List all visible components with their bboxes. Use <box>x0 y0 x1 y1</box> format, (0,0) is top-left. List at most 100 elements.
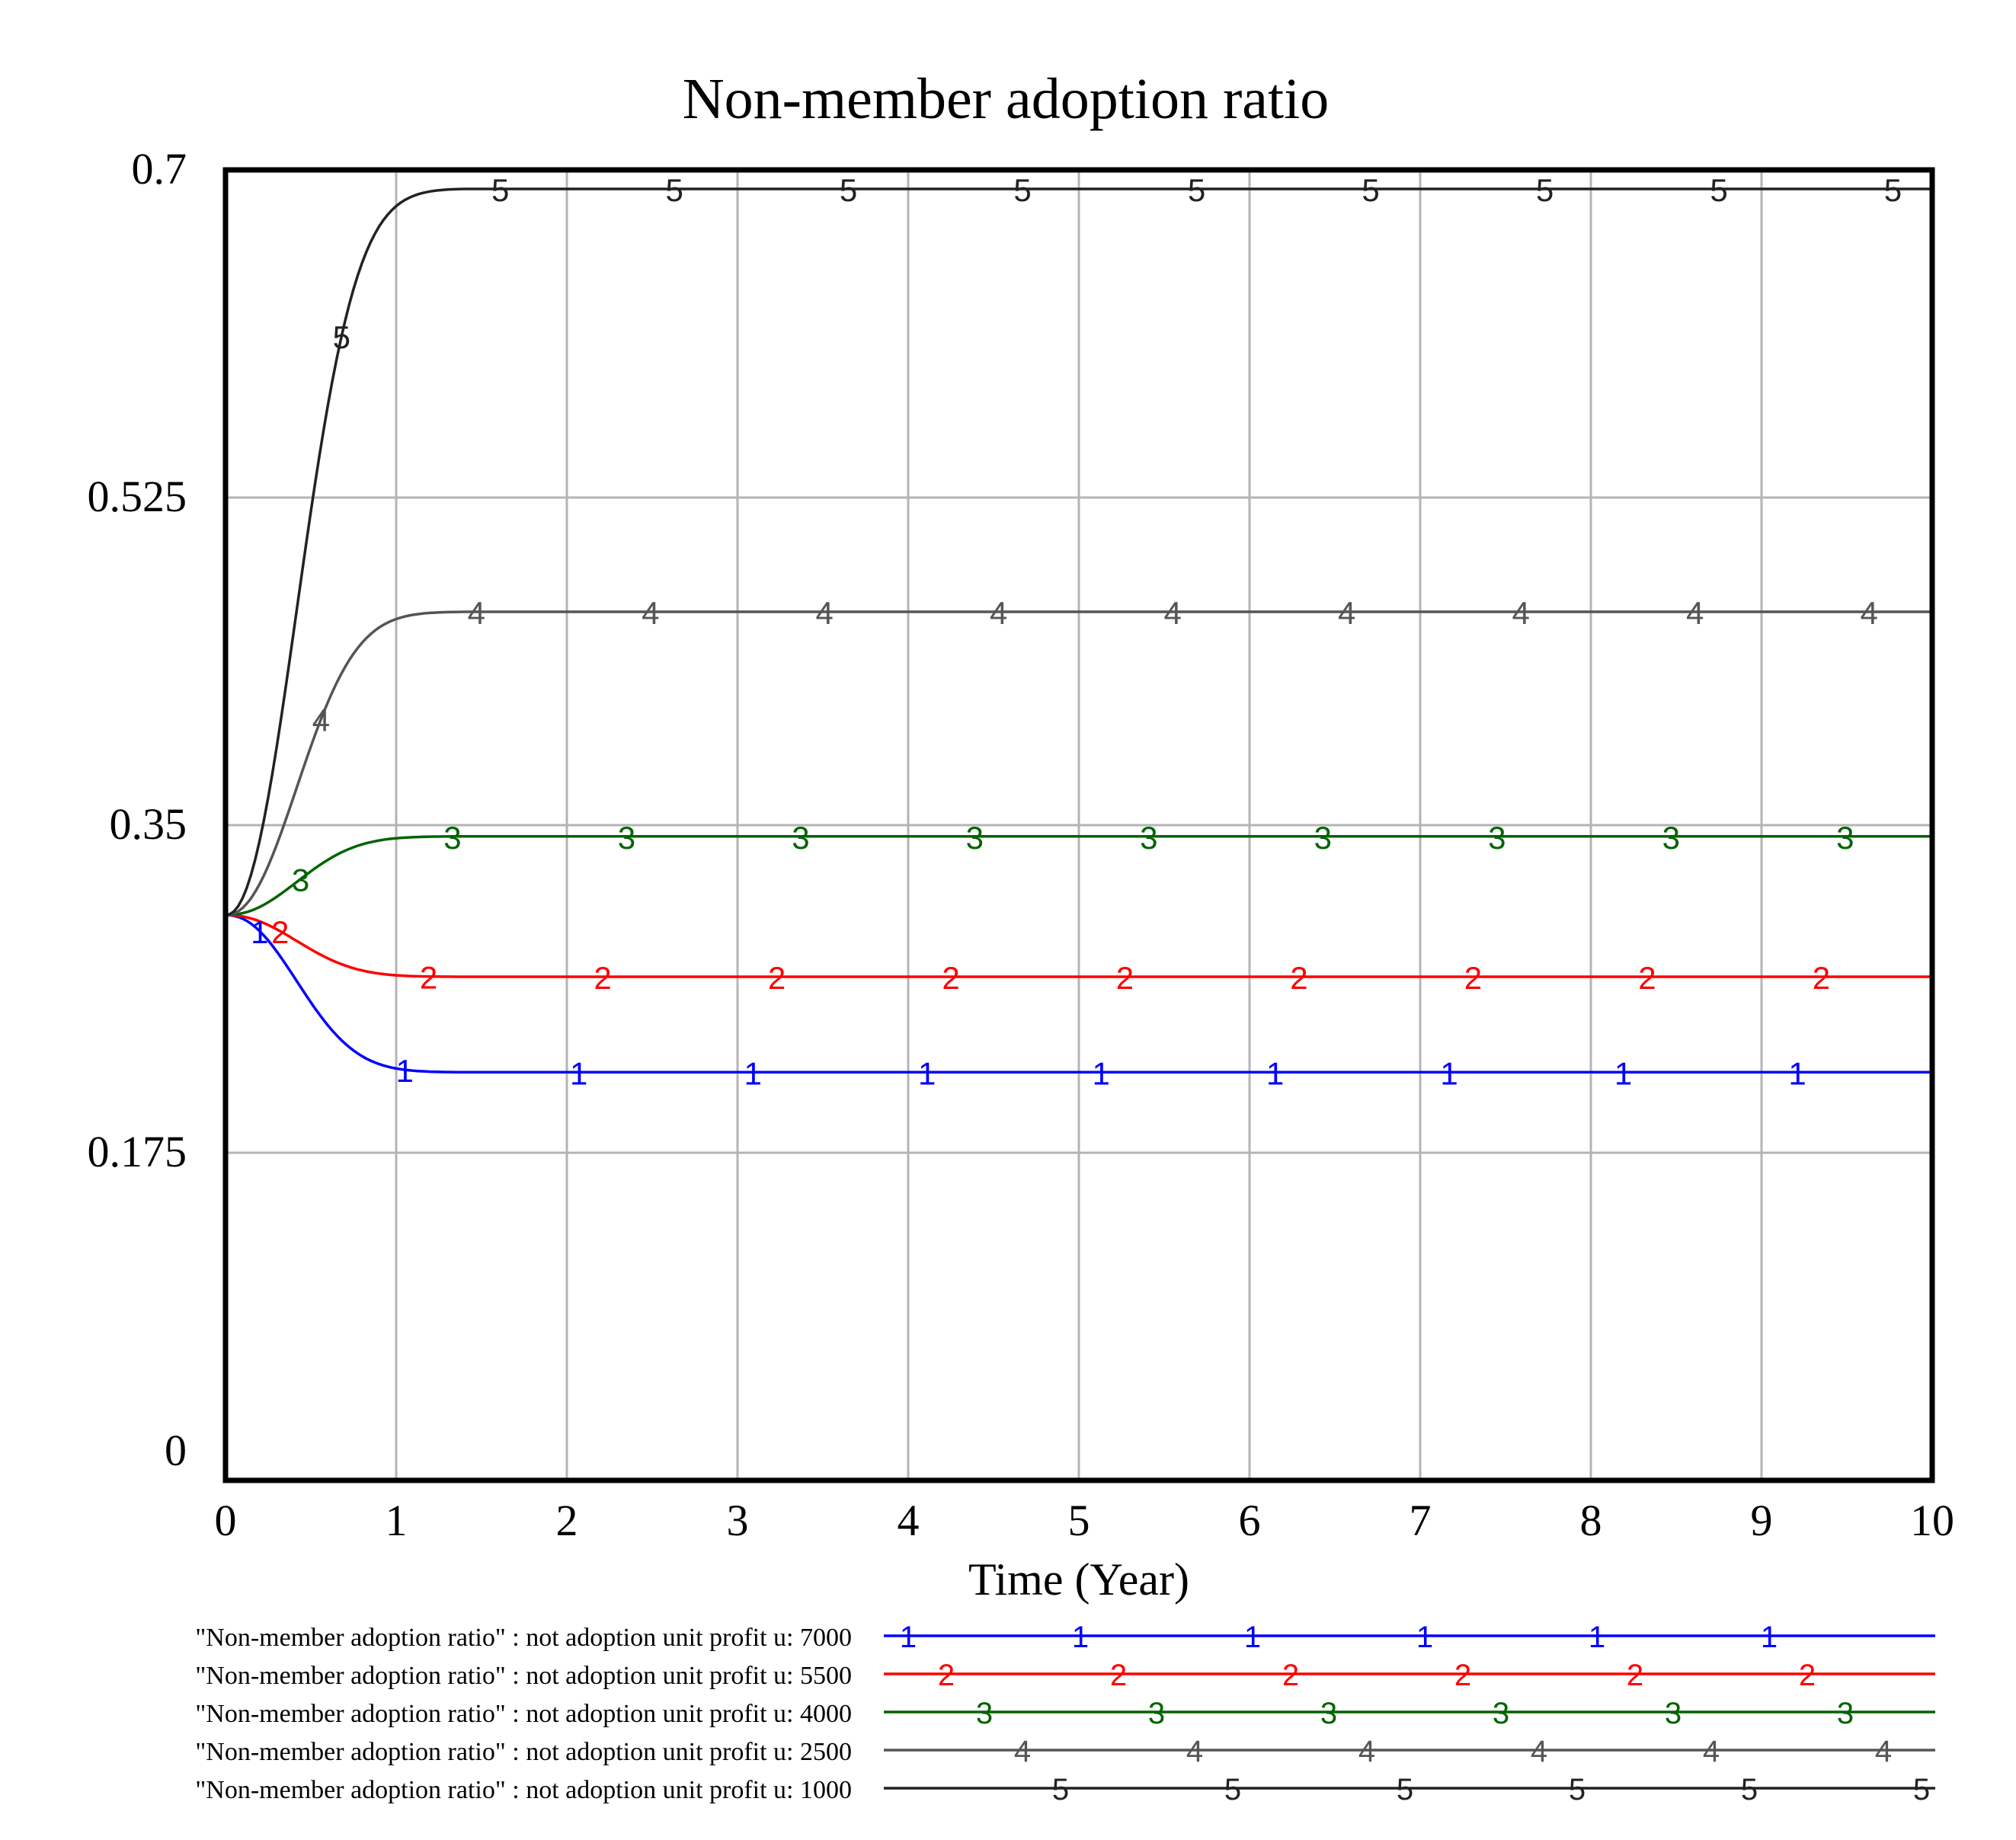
x-tick-label: 6 <box>1239 1496 1261 1545</box>
series-marker-5: 5 <box>1536 172 1554 208</box>
series-marker-5: 5 <box>1884 172 1902 208</box>
legend-marker-4: 4 <box>1875 1735 1892 1768</box>
series-marker-2: 2 <box>768 960 786 996</box>
legend-marker-3: 3 <box>1493 1697 1509 1730</box>
legend-label: "Non-member adoption ratio" : not adopti… <box>195 1700 852 1728</box>
legend-marker-4: 4 <box>1358 1735 1375 1768</box>
x-tick-label: 1 <box>386 1496 408 1545</box>
legend-label: "Non-member adoption ratio" : not adopti… <box>195 1662 852 1690</box>
y-tick-label: 0.7 <box>132 144 187 194</box>
series-marker-3: 3 <box>443 820 461 856</box>
series-line-3 <box>225 835 1932 917</box>
y-tick-label: 0.525 <box>88 472 187 521</box>
series-line-1 <box>225 914 1932 1074</box>
series-line-5 <box>225 187 1932 917</box>
series-marker-4: 4 <box>990 595 1007 631</box>
series-marker-1: 1 <box>1092 1055 1109 1091</box>
series-marker-4: 4 <box>642 595 659 631</box>
legend-marker-4: 4 <box>1014 1735 1031 1768</box>
series-marker-5: 5 <box>1188 172 1205 208</box>
legend-label: "Non-member adoption ratio" : not adopti… <box>195 1738 852 1766</box>
x-tick-label: 4 <box>898 1496 920 1545</box>
x-tick-label: 3 <box>727 1496 749 1545</box>
series-marker-5: 5 <box>665 172 683 208</box>
series-marker-3: 3 <box>1836 820 1854 856</box>
legend-marker-5: 5 <box>1569 1773 1586 1806</box>
series-marker-5: 5 <box>333 319 350 355</box>
series-marker-1: 1 <box>1788 1055 1806 1091</box>
series-marker-4: 4 <box>1164 595 1182 631</box>
series-marker-3: 3 <box>292 862 309 898</box>
series-marker-5: 5 <box>840 172 857 208</box>
legend-marker-4: 4 <box>1703 1735 1720 1768</box>
legend-marker-2: 2 <box>1454 1659 1471 1692</box>
series-marker-2: 2 <box>594 960 611 996</box>
legend-marker-5: 5 <box>1397 1773 1413 1806</box>
series-marker-4: 4 <box>1512 595 1529 631</box>
series-marker-5: 5 <box>1710 172 1727 208</box>
series-marker-3: 3 <box>1314 820 1332 856</box>
series-marker-2: 2 <box>1116 960 1134 996</box>
series-marker-1: 1 <box>1440 1055 1458 1091</box>
series-marker-2: 2 <box>1290 960 1307 996</box>
series-marker-5: 5 <box>1362 172 1379 208</box>
legend-marker-2: 2 <box>1110 1659 1127 1692</box>
y-axis: 0 0.175 0.35 0.525 0.7 <box>88 144 187 1475</box>
legend-marker-1: 1 <box>1244 1621 1261 1654</box>
legend-marker-4: 4 <box>1186 1735 1203 1768</box>
legend-marker-1: 1 <box>1416 1621 1433 1654</box>
legend-marker-1: 1 <box>1589 1621 1605 1654</box>
series-marker-4: 4 <box>1686 595 1704 631</box>
series-marker-5: 5 <box>1013 172 1031 208</box>
x-axis: 0 1 2 3 4 5 6 7 8 9 10 <box>215 1496 1955 1545</box>
series-marker-4: 4 <box>816 595 834 631</box>
legend-marker-3: 3 <box>1320 1697 1337 1730</box>
series-marker-2: 2 <box>420 960 437 996</box>
series-marker-3: 3 <box>966 820 984 856</box>
series-marker-2: 2 <box>1813 960 1830 996</box>
series-markers: 11 1 1 1 1 1 1 1 122 2 2 2 2 2 2 2 233 3 3 3 3 3 3 3 344 4 4 4 4 4 4 4 4… <box>251 172 1902 1091</box>
series-line-2 <box>225 914 1932 978</box>
legend-label: "Non-member adoption ratio" : not adopti… <box>195 1624 852 1652</box>
series-marker-1: 1 <box>918 1055 936 1091</box>
series-marker-3: 3 <box>1140 820 1157 856</box>
series-lines <box>225 187 1932 1074</box>
legend-marker-5: 5 <box>1224 1773 1241 1806</box>
legend-marker-1: 1 <box>1761 1621 1778 1654</box>
legend: "Non-member adoption ratio" : not adopti… <box>195 1621 1935 1806</box>
y-tick-label: 0 <box>165 1426 187 1475</box>
x-tick-label: 0 <box>215 1496 237 1545</box>
x-tick-label: 7 <box>1410 1496 1432 1545</box>
x-tick-label: 8 <box>1580 1496 1602 1545</box>
series-marker-3: 3 <box>1488 820 1506 856</box>
legend-marker-3: 3 <box>1837 1697 1854 1730</box>
plot-frame <box>222 167 1935 1483</box>
x-tick-label: 5 <box>1068 1496 1090 1545</box>
series-marker-1: 1 <box>251 914 268 950</box>
legend-marker-1: 1 <box>900 1621 917 1654</box>
series-marker-3: 3 <box>792 820 809 856</box>
series-marker-1: 1 <box>1614 1055 1632 1091</box>
legend-marker-1: 1 <box>1072 1621 1089 1654</box>
series-line-4 <box>225 610 1932 917</box>
series-marker-2: 2 <box>1464 960 1482 996</box>
legend-marker-5: 5 <box>1913 1773 1930 1806</box>
legend-marker-5: 5 <box>1052 1773 1069 1806</box>
legend-marker-2: 2 <box>1627 1659 1643 1692</box>
series-marker-2: 2 <box>1638 960 1656 996</box>
series-marker-2: 2 <box>942 960 959 996</box>
x-tick-label: 9 <box>1751 1496 1773 1545</box>
legend-marker-2: 2 <box>1282 1659 1299 1692</box>
series-marker-4: 4 <box>1860 595 1877 631</box>
legend-label: "Non-member adoption ratio" : not adopti… <box>195 1776 852 1804</box>
series-marker-4: 4 <box>1338 595 1355 631</box>
x-tick-label: 10 <box>1910 1496 1954 1545</box>
series-marker-2: 2 <box>271 914 289 950</box>
series-marker-3: 3 <box>1662 820 1680 856</box>
legend-marker-3: 3 <box>976 1697 993 1730</box>
series-marker-3: 3 <box>618 820 635 856</box>
series-marker-1: 1 <box>570 1055 587 1091</box>
series-marker-4: 4 <box>468 595 485 631</box>
series-marker-1: 1 <box>396 1053 414 1089</box>
